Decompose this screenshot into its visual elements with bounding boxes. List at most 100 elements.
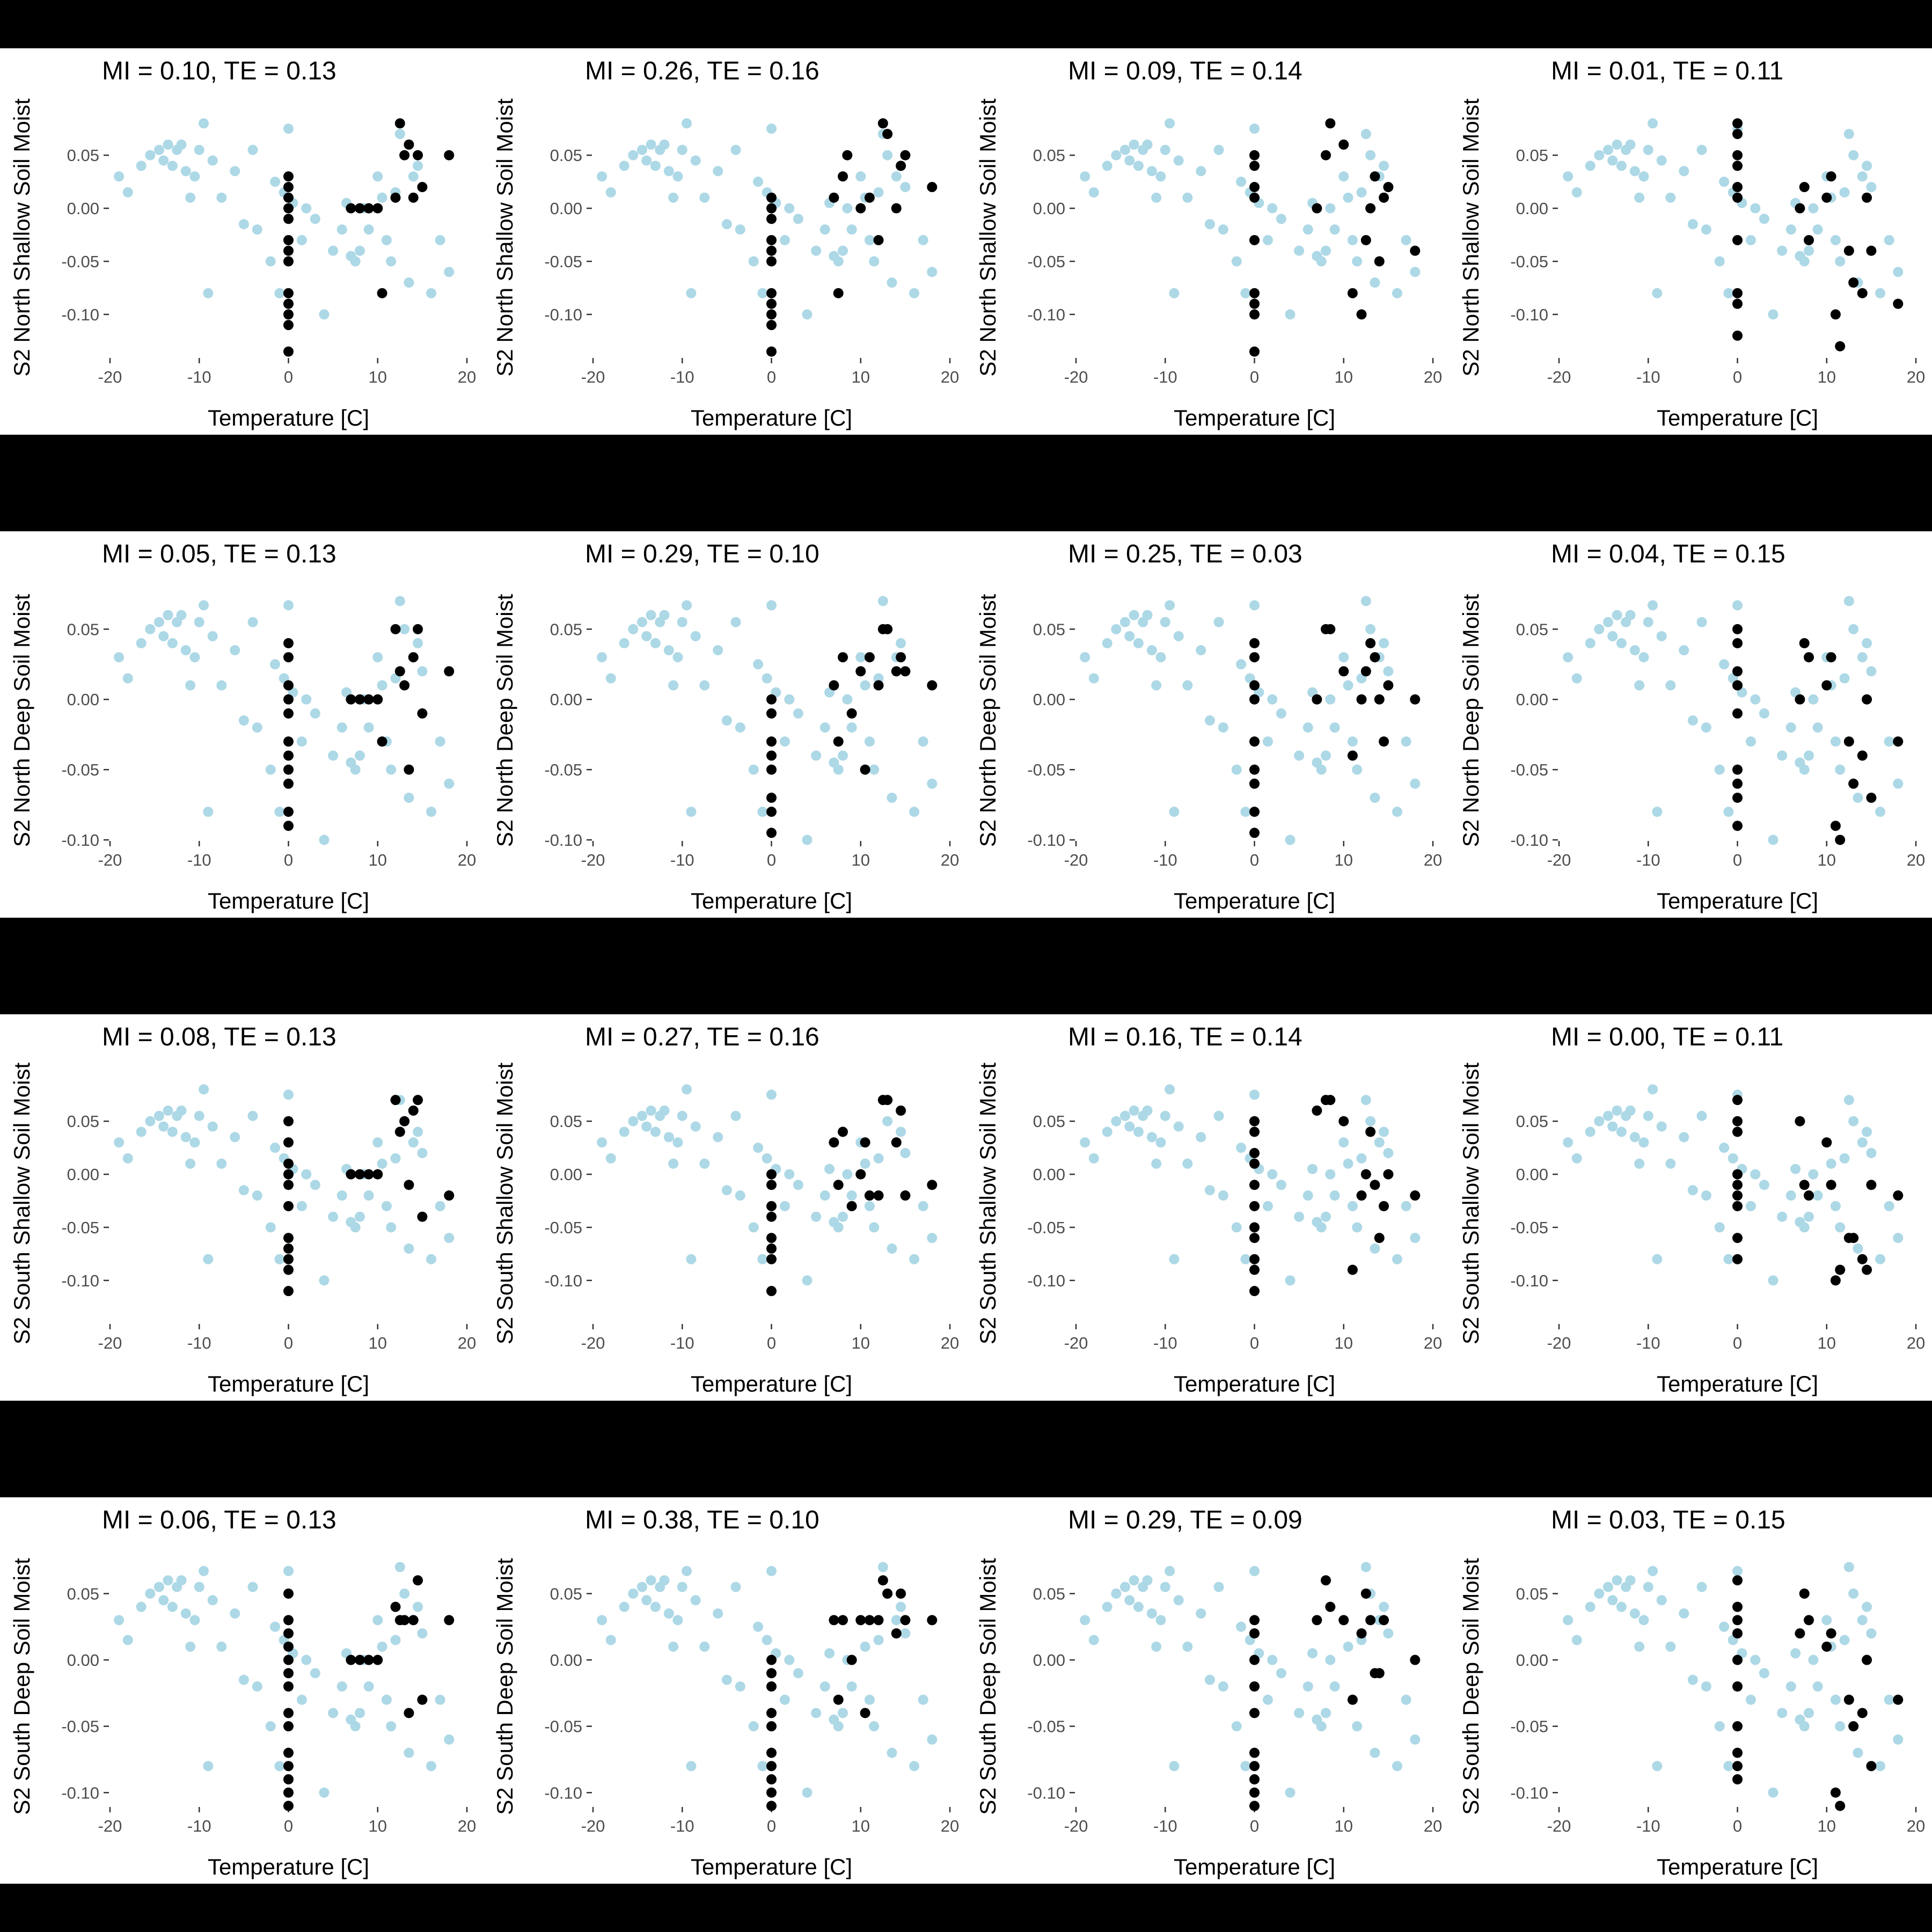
scatter-point-background [1723,1761,1734,1772]
scatter-point-highlight [891,203,902,214]
scatter-point-background [1151,680,1162,691]
scatter-point-highlight [1732,1601,1743,1612]
scatter-point-background [1648,118,1658,129]
scatter-point-background [1652,807,1663,817]
scatter-point-background [1111,150,1122,160]
scatter-point-background [766,1089,777,1100]
scatter-point-background [619,1126,630,1137]
scatter-point-highlight [1732,680,1743,691]
scatter-point-background [1129,610,1139,620]
y-axis-label: S2 South Shallow Soil Moist [1458,1063,1483,1345]
scatter-point-highlight [1732,1126,1743,1137]
scatter-point-background [145,1116,156,1126]
scatter-point-highlight [1249,680,1260,691]
scatter-point-background [1343,1158,1353,1169]
scatter-point-background [444,778,455,789]
scatter-point-background [1196,645,1206,656]
scatter-point-background [1316,256,1327,267]
scatter-point-background [1392,1761,1402,1772]
scatter-point-highlight [1732,1190,1743,1201]
scatter-point-background [1173,631,1184,641]
scatter-point-highlight [1843,736,1854,747]
scatter-point-background [1696,1110,1707,1121]
scatter-point-background [1347,235,1358,245]
scatter-point-background [1799,764,1810,775]
y-tick-label: -0.05 [1510,1717,1548,1736]
scatter-point-background [1080,171,1091,182]
scatter-point-highlight [860,1137,870,1148]
scatter-point-highlight [283,1201,294,1211]
scatter-point-background [1857,171,1868,182]
scatter-point-highlight [1249,309,1260,320]
scatter-point-background [1687,1185,1698,1196]
x-axis-label: Temperature [C] [1174,888,1335,913]
scatter-point-highlight [1379,736,1389,747]
scatter-point-background [1129,139,1139,150]
scatter-point-background [838,1708,848,1718]
scatter-point-background [1347,736,1358,747]
scatter-point-background [1768,309,1779,320]
scatter-point-background [824,1648,835,1659]
scatter-point-background [265,764,276,775]
scatter-point-background [153,1110,164,1121]
x-tick-label: 10 [369,368,387,386]
scatter-point-background [1750,1655,1761,1665]
scatter-point-highlight [1732,1761,1743,1772]
scatter-point-background [1687,219,1698,230]
scatter-point-background [1392,1254,1402,1264]
scatter-point-background [597,1137,608,1148]
x-tick-label: -20 [98,1334,122,1352]
scatter-point-background [663,1132,674,1143]
scatter-point-background [207,1121,218,1132]
scatter-point-background [296,736,307,747]
scatter-point-background [1129,1105,1139,1116]
scatter-point-background [426,1254,436,1264]
x-tick-label: -20 [581,1334,605,1352]
scatter-point-background [413,160,423,171]
x-axis-label: Temperature [C] [1657,1371,1818,1396]
scatter-point-background [766,1565,777,1576]
scatter-point-background [735,722,745,733]
scatter-point-background [838,1211,848,1222]
scatter-point-background [1129,1575,1139,1586]
scatter-point-background [274,1254,285,1264]
scatter-point-background [270,1621,281,1632]
x-tick-label: 0 [284,1817,293,1835]
scatter-point-background [1629,645,1640,656]
scatter-point-highlight [1804,652,1814,663]
scatter-point-highlight [1799,182,1810,193]
scatter-point-highlight [900,1190,911,1201]
x-tick-label: -20 [1547,1334,1571,1352]
scatter-point-background [377,192,387,203]
scatter-point-highlight [1826,1628,1836,1639]
scatter-point-background [1723,1254,1734,1264]
scatter-point-background [1236,1143,1247,1153]
scatter-point-background [1884,235,1894,245]
scatter-point-background [185,680,196,691]
y-tick-label: 0.00 [550,1165,582,1184]
scatter-point-highlight [1857,750,1868,761]
scatter-point-background [1853,792,1863,803]
scatter-point-highlight [1830,1275,1841,1286]
scatter-point-background [1893,267,1904,277]
scatter-point-background [1616,1601,1627,1612]
scatter-point-highlight [1338,666,1349,677]
scatter-point-background [1875,1254,1885,1264]
scatter-point-background [1638,171,1649,182]
scatter-point-highlight [283,1801,294,1811]
y-tick-label: 0.00 [67,1651,99,1670]
scatter-point-background [203,807,214,817]
y-tick-label: -0.05 [1027,1218,1065,1237]
scatter-point-highlight [873,680,884,691]
scatter-point-background [426,807,436,817]
scatter-point-highlight [766,807,777,817]
scatter-point-background [833,1222,844,1233]
scatter-point-background [1643,1110,1653,1121]
scatter-point-background [1759,708,1769,719]
scatter-point-background [301,203,312,214]
scatter-point-background [1088,1153,1099,1163]
scatter-point-background [176,139,187,150]
scatter-point-highlight [855,1169,866,1180]
y-tick-label: -0.05 [1510,252,1548,271]
scatter-point-background [238,219,249,230]
